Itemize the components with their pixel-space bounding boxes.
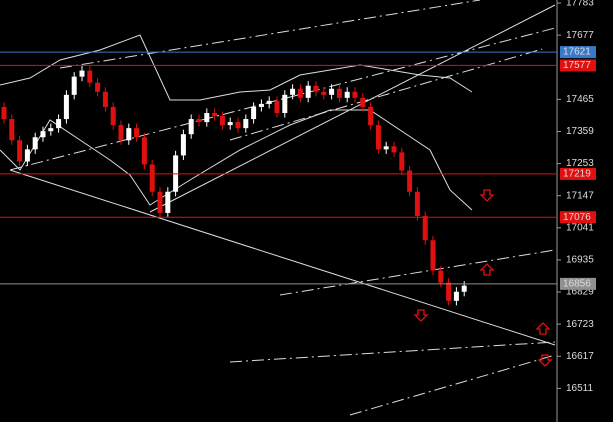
level-label: 17621 xyxy=(563,47,591,58)
y-tick-label: 16935 xyxy=(566,255,594,266)
candle-body xyxy=(399,152,405,171)
level-label: 16856 xyxy=(563,278,591,289)
y-tick-label: 17253 xyxy=(566,158,594,169)
candle-body xyxy=(212,112,218,117)
y-tick-label: 17783 xyxy=(566,0,594,9)
level-label-box xyxy=(560,277,596,290)
signal-arrows xyxy=(413,189,553,367)
level-label: 17577 xyxy=(563,60,591,71)
candle-body xyxy=(368,106,374,126)
y-tick-label: 16723 xyxy=(566,319,594,330)
candle-body xyxy=(391,146,397,153)
arrow xyxy=(537,354,553,367)
candle-body xyxy=(56,119,62,129)
trend-lines xyxy=(0,0,556,416)
y-tick-label: 16511 xyxy=(566,383,594,394)
candle-body xyxy=(87,70,93,83)
level-label: 17076 xyxy=(563,212,591,223)
candle-body xyxy=(196,119,202,123)
candle-body xyxy=(329,88,335,95)
candle-body xyxy=(274,100,280,113)
candle-body xyxy=(79,70,85,77)
level-label-box xyxy=(560,46,596,59)
candle-body xyxy=(141,137,147,165)
channel-line xyxy=(279,249,556,296)
candle-body xyxy=(157,191,163,213)
candle-body xyxy=(204,112,210,123)
candle-body xyxy=(407,170,413,192)
trend-line xyxy=(149,4,556,213)
candle-body xyxy=(71,76,77,95)
candle-body xyxy=(375,125,381,150)
arrow xyxy=(479,263,495,276)
candle-body xyxy=(344,91,350,98)
level-label-box xyxy=(560,167,596,180)
band-line xyxy=(0,34,473,101)
candle-body xyxy=(297,88,303,98)
candle-body xyxy=(126,128,132,141)
candle-body xyxy=(290,88,296,95)
channel-line xyxy=(229,341,556,363)
candle-body xyxy=(336,88,342,98)
candle-body xyxy=(32,137,38,150)
candle-body xyxy=(180,134,186,156)
candle-body xyxy=(305,85,311,98)
candle-body xyxy=(188,119,194,135)
candle-body xyxy=(149,164,155,192)
candle-body xyxy=(235,122,241,129)
arrow xyxy=(413,309,429,322)
candle-body xyxy=(1,106,7,120)
level-label-box xyxy=(560,211,596,224)
candle-body xyxy=(360,97,366,107)
candle-body xyxy=(313,85,319,92)
candle-body xyxy=(102,91,108,107)
y-tick-label: 16829 xyxy=(566,287,594,298)
candle-body xyxy=(63,94,69,120)
arrow xyxy=(535,322,551,335)
y-tick-label: 17359 xyxy=(566,126,594,137)
candle-body xyxy=(446,282,452,301)
candle-body xyxy=(95,82,101,92)
y-tick-label: 16617 xyxy=(566,351,594,362)
candle-body xyxy=(414,191,420,216)
candle-body xyxy=(219,116,225,126)
candle-body xyxy=(321,91,327,95)
candle-body xyxy=(134,128,140,138)
y-tick-label: 17041 xyxy=(566,222,594,233)
candle-body xyxy=(461,285,467,292)
candle-body xyxy=(227,122,233,126)
candle-body xyxy=(422,215,428,241)
candle-body xyxy=(438,270,444,283)
level-label: 17219 xyxy=(563,169,591,180)
candle-body xyxy=(9,119,15,141)
candle-body xyxy=(258,103,264,107)
y-tick-label: 17677 xyxy=(566,30,594,41)
candle-body xyxy=(352,91,358,98)
band-line xyxy=(0,109,473,211)
arrow xyxy=(479,189,495,202)
candle-body xyxy=(24,149,30,162)
candle-body xyxy=(17,140,23,162)
candle-body xyxy=(40,131,46,138)
candle-body xyxy=(383,146,389,150)
candle-body xyxy=(118,125,124,141)
level-label-box xyxy=(560,59,596,72)
candle-body xyxy=(266,100,272,104)
candle-body xyxy=(48,128,54,132)
candle-body xyxy=(282,94,288,113)
channel-line xyxy=(59,0,481,69)
candle-body xyxy=(243,119,249,129)
candle-body xyxy=(165,191,171,213)
trend-line xyxy=(9,169,556,346)
channel-line xyxy=(349,354,556,416)
candle-body xyxy=(453,291,459,301)
y-tick-label: 17465 xyxy=(566,94,594,105)
y-tick-label: 17147 xyxy=(566,190,594,201)
candle-body xyxy=(251,106,257,120)
candle-body xyxy=(430,240,436,271)
candle-body xyxy=(110,106,116,126)
channel-line xyxy=(229,48,543,141)
